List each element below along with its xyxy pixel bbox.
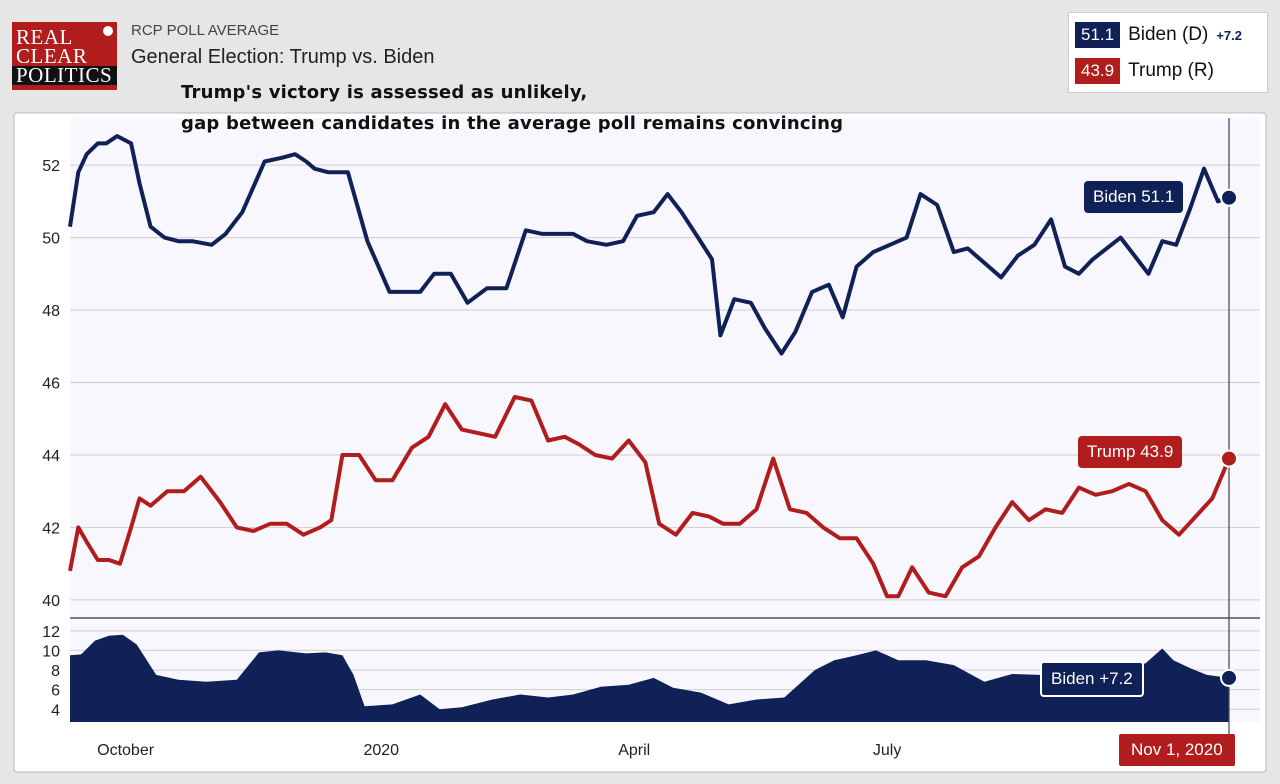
x-tick-label: July	[873, 742, 901, 759]
legend-item-trump[interactable]: 43.9 Trump (R)	[1075, 57, 1214, 85]
biden-line	[68, 134, 1230, 356]
y-tick-label: 42	[42, 520, 60, 537]
legend-box: 51.1 Biden (D) +7.2 43.9 Trump (R)	[1068, 12, 1268, 93]
spread-tick-label: 12	[42, 624, 60, 641]
logo-line1: REAL	[16, 25, 73, 49]
x-tick-label: 2020	[363, 742, 399, 759]
y-tick-label: 50	[42, 231, 60, 248]
legend-biden-spread: +7.2	[1216, 27, 1243, 43]
legend-biden-value: 51.1	[1075, 22, 1121, 48]
x-tick-label: April	[618, 742, 650, 759]
logo-dot-icon	[103, 26, 113, 36]
y-tick-label: 52	[42, 158, 60, 175]
legend-biden-name: Biden (D)	[1128, 24, 1209, 45]
legend-trump-name: Trump (R)	[1128, 60, 1214, 81]
chart-title: General Election: Trump vs. Biden	[131, 46, 435, 68]
logo-line2: CLEAR	[16, 44, 88, 68]
plot-area	[70, 118, 1260, 722]
rcp-logo[interactable]: REAL CLEAR POLITICS	[12, 22, 117, 90]
spread-tick-label: 8	[51, 663, 60, 680]
biden-endpoint-marker	[1220, 188, 1238, 207]
spread-endpoint-marker	[1220, 668, 1238, 687]
spread-tick-label: 4	[51, 702, 60, 719]
annotation-line-1: Trump's victory is assessed as unlikely,	[181, 82, 588, 103]
marker-layer	[1220, 188, 1238, 687]
y-tick-label: 48	[42, 303, 60, 320]
spread-tick-label: 6	[51, 683, 60, 700]
chart-kicker: RCP POLL AVERAGE	[131, 22, 280, 39]
annotation-line-2: gap between candidates in the average po…	[181, 113, 844, 134]
tooltip-trump: Trump 43.9	[1078, 436, 1183, 468]
trump-endpoint-marker	[1220, 449, 1238, 468]
legend-trump-value: 43.9	[1075, 58, 1121, 84]
tooltip-biden: Biden 51.1	[1084, 181, 1184, 213]
legend-item-biden[interactable]: 51.1 Biden (D) +7.2	[1075, 21, 1242, 49]
tooltip-spread: Biden +7.2	[1040, 661, 1144, 697]
series-layer	[68, 134, 1231, 722]
x-tick-label: October	[97, 742, 155, 759]
trump-line	[68, 395, 1231, 599]
y-tick-label: 46	[42, 375, 60, 392]
spread-tick-label: 10	[42, 643, 60, 660]
current-date-badge: Nov 1, 2020	[1119, 734, 1235, 766]
y-tick-label: 40	[42, 593, 60, 610]
spread-area	[70, 634, 1229, 722]
logo-line3: POLITICS	[12, 65, 117, 86]
y-tick-label: 44	[42, 448, 60, 465]
